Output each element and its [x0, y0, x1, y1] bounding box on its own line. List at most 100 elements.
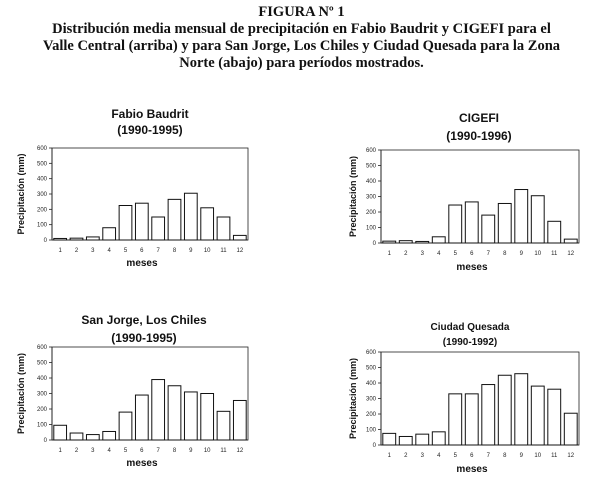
x-tick-label: 12	[236, 448, 243, 454]
bar-month-3	[415, 240, 430, 244]
x-tick-label: 1	[58, 248, 62, 254]
y-tick-label: 400	[366, 381, 377, 387]
bar-month-6	[464, 201, 479, 244]
bar-month-4	[102, 227, 117, 241]
x-tick-label: 8	[173, 448, 177, 454]
y-tick-label: 100	[37, 423, 48, 429]
chart-title: Ciudad Quesada	[431, 322, 510, 333]
x-tick-label: 3	[91, 248, 95, 254]
y-tick-label: 500	[366, 366, 377, 372]
x-tick-label: 10	[204, 448, 211, 454]
bar-month-5	[118, 411, 133, 441]
x-tick-label: 11	[551, 453, 558, 459]
x-tick-label: 4	[107, 448, 111, 454]
bar-month-7	[151, 379, 166, 441]
x-tick-label: 9	[189, 448, 193, 454]
bar-month-7	[481, 214, 496, 244]
x-tick-label: 10	[204, 248, 211, 254]
y-tick-label: 400	[366, 179, 377, 185]
x-tick-label: 7	[487, 453, 491, 459]
bar-month-3	[85, 236, 100, 241]
x-tick-label: 12	[567, 251, 574, 257]
bar-month-4	[431, 236, 446, 244]
x-tick-label: 3	[421, 453, 425, 459]
x-tick-label: 5	[454, 453, 458, 459]
y-tick-label: 600	[37, 146, 48, 152]
x-tick-label: 7	[156, 448, 160, 454]
bar-month-11	[216, 410, 231, 441]
bar-month-5	[118, 205, 133, 241]
bar-month-3	[415, 433, 430, 446]
bar-month-7	[481, 384, 496, 446]
bar-month-1	[53, 237, 68, 241]
y-tick-label: 200	[37, 207, 48, 213]
bar-month-6	[134, 394, 149, 441]
bar-month-1	[53, 424, 68, 441]
bar-month-10	[200, 393, 215, 441]
x-tick-label: 7	[487, 251, 491, 257]
chart-4: Ciudad Quesada (1990-1992) 0 100 200 300 400 50…	[348, 322, 580, 475]
chart-subtitle: (1990-1996)	[446, 129, 511, 143]
x-tick-label: 4	[437, 453, 441, 459]
bar-month-4	[102, 430, 117, 441]
x-tick-label: 4	[437, 251, 441, 257]
y-tick-label: 200	[366, 210, 377, 216]
y-tick-label: 300	[37, 392, 48, 398]
bar-month-2	[69, 432, 84, 441]
bar-month-2	[69, 237, 84, 241]
chart-subtitle: (1990-1992)	[443, 337, 497, 348]
x-axis-label: meses	[456, 464, 488, 475]
y-tick-label: 600	[37, 345, 48, 351]
x-tick-label: 6	[140, 248, 144, 254]
bar-month-6	[464, 393, 479, 446]
x-tick-label: 9	[520, 453, 524, 459]
bar-month-9	[514, 189, 529, 244]
x-tick-label: 1	[58, 448, 62, 454]
x-axis-label: meses	[126, 258, 158, 269]
x-tick-label: 6	[140, 448, 144, 454]
x-tick-label: 1	[388, 453, 392, 459]
bar-month-10	[200, 207, 215, 241]
bar-month-11	[547, 388, 562, 446]
bar-month-9	[183, 192, 198, 241]
x-tick-label: 2	[75, 248, 79, 254]
x-tick-label: 6	[470, 453, 474, 459]
chart-3: San Jorge, Los Chiles (1990-1995) 0 100 200 3…	[16, 313, 249, 469]
y-tick-label: 200	[366, 412, 377, 418]
chart-title: CIGEFI	[459, 111, 499, 125]
y-axis-label: Precipitación (mm)	[16, 353, 26, 434]
x-tick-label: 8	[503, 453, 507, 459]
chart-1: Fabio Baudrit (1990-1995) 0 100 200 300 400 500…	[16, 107, 249, 269]
y-tick-label: 100	[37, 223, 48, 229]
bar-month-1	[382, 432, 397, 446]
figure-heading: FIGURA Nº 1	[258, 4, 345, 20]
chart-subtitle: (1990-1995)	[117, 123, 182, 137]
y-tick-label: 500	[366, 164, 377, 170]
x-tick-label: 12	[567, 453, 574, 459]
bar-month-9	[514, 373, 529, 446]
y-tick-label: 400	[37, 177, 48, 183]
x-tick-label: 10	[534, 251, 541, 257]
x-tick-label: 3	[91, 448, 95, 454]
x-tick-label: 6	[470, 251, 474, 257]
chart-subtitle: (1990-1995)	[111, 331, 176, 345]
x-tick-label: 5	[454, 251, 458, 257]
y-axis-label: Precipitación (mm)	[16, 153, 26, 234]
bar-month-8	[497, 202, 512, 244]
x-tick-label: 10	[534, 453, 541, 459]
x-tick-label: 12	[236, 248, 243, 254]
x-tick-label: 2	[404, 453, 408, 459]
bar-month-8	[167, 198, 182, 241]
y-axis-label: Precipitación (mm)	[348, 358, 358, 439]
y-tick-label: 400	[37, 376, 48, 382]
x-axis-label: meses	[456, 262, 488, 273]
bar-month-12	[232, 234, 247, 241]
y-tick-label: 300	[37, 192, 48, 198]
y-tick-label: 500	[37, 361, 48, 367]
y-tick-label: 500	[37, 161, 48, 167]
x-tick-label: 11	[551, 251, 558, 257]
bar-month-12	[232, 399, 247, 441]
chart-title: Fabio Baudrit	[111, 107, 188, 121]
bar-month-2	[398, 435, 413, 446]
